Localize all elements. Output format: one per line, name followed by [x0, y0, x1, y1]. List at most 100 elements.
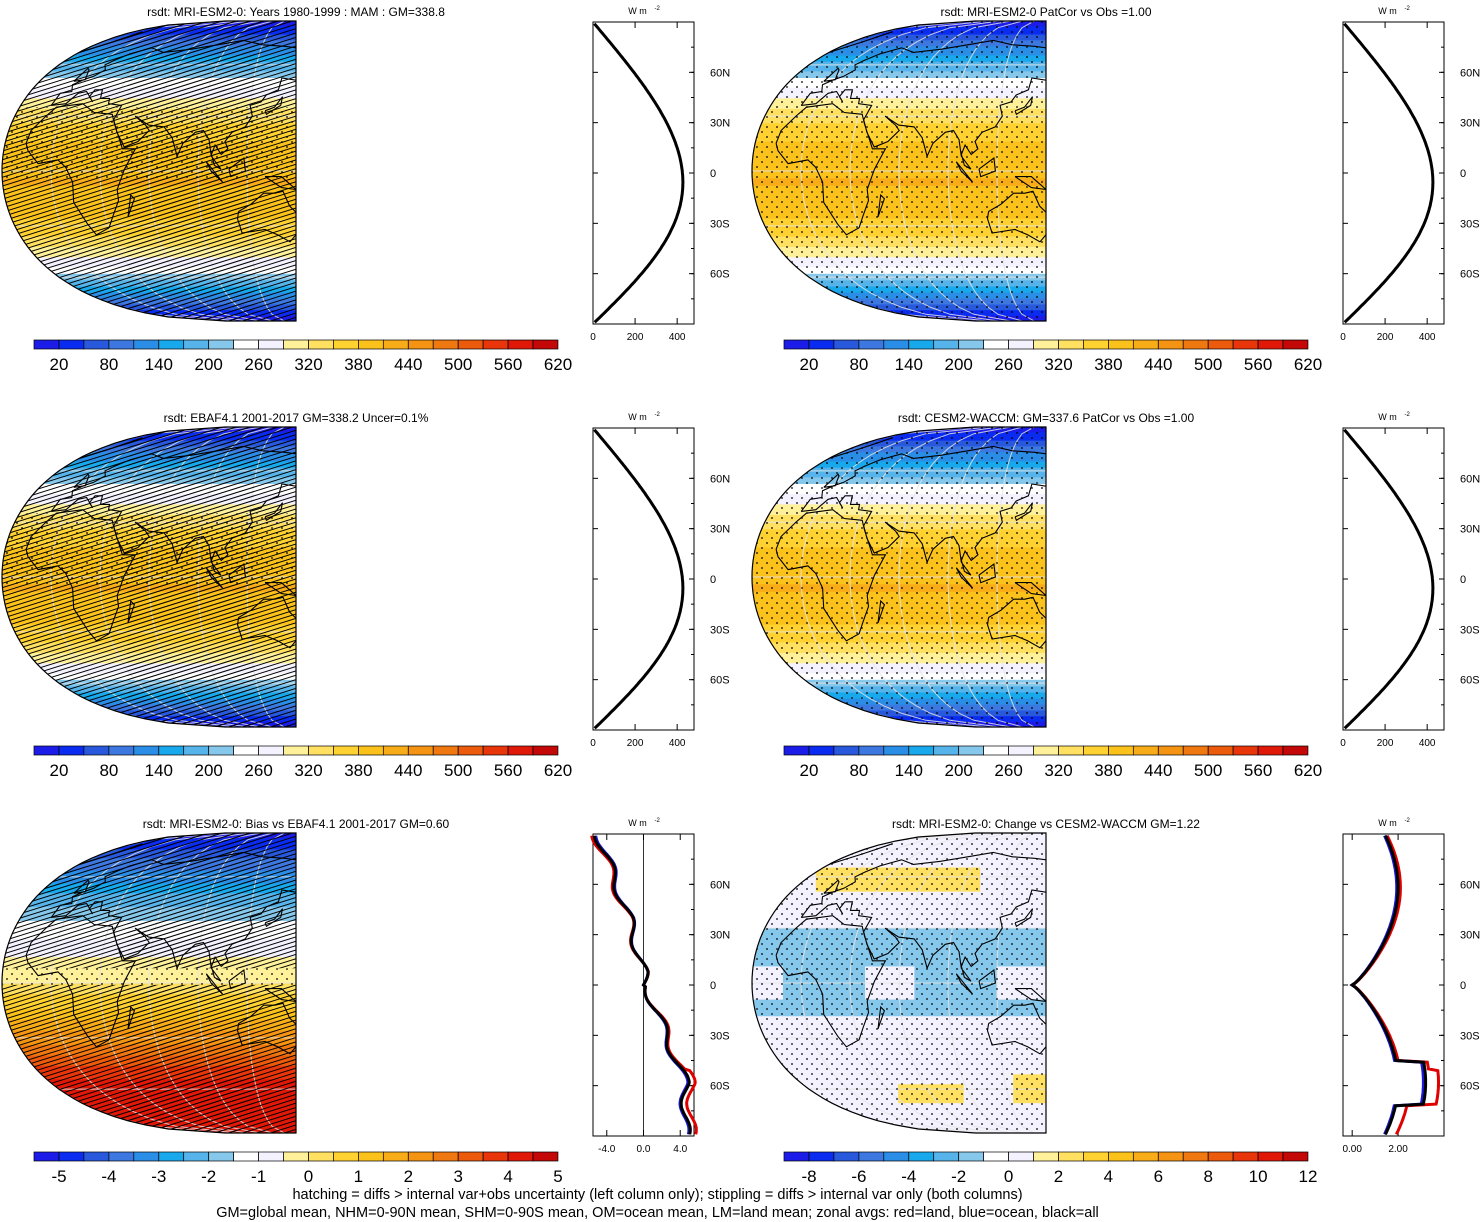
map-cell [1276, 858, 1293, 863]
map-cell [1062, 944, 1079, 950]
map-cell [1145, 845, 1162, 850]
map-cell [1161, 1016, 1178, 1022]
map-cell [1210, 858, 1227, 863]
map-cell [1095, 854, 1112, 859]
map-cell [1326, 877, 1343, 882]
map-cell [1062, 858, 1079, 863]
map-cell [1112, 833, 1129, 838]
map-cell [1095, 1069, 1112, 1075]
map-cell [1194, 1022, 1211, 1028]
map-cell [1194, 966, 1211, 972]
map-cell [1145, 1049, 1162, 1055]
map-cell [1062, 1022, 1079, 1028]
map-band [2, 270, 296, 275]
map-cell [1194, 1112, 1211, 1117]
map-cell [1145, 858, 1162, 863]
map-cell [1128, 1103, 1145, 1108]
x-tick-label: 0.00 [1342, 1144, 1362, 1155]
map-cell [1293, 897, 1310, 903]
map-cell [815, 1120, 833, 1126]
colorbar-label: 380 [344, 355, 372, 374]
map-cell [1326, 1117, 1343, 1122]
map-cell [1079, 1117, 1096, 1122]
colorbar-swatch [1083, 745, 1109, 756]
map-cell [1326, 1043, 1343, 1049]
map-cell [1178, 1103, 1195, 1108]
panel-5: rsdt: MRI-ESM2-0: Bias vs EBAF4.1 2001-2… [1, 817, 730, 1186]
map-cell [1194, 1005, 1211, 1011]
map-cell [1095, 1022, 1112, 1028]
map-band [2, 301, 296, 306]
map-band [2, 670, 296, 674]
map-band [2, 938, 296, 944]
map-cell [1112, 1129, 1129, 1134]
map-band [2, 1005, 296, 1010]
map-cell [1260, 950, 1277, 956]
colorbar: -5 -4 -3 -2 -1 0 1 2 3 4 5 [33, 1151, 563, 1186]
lat-tick-label: 30S [1460, 1030, 1480, 1042]
map-band [2, 1012, 296, 1017]
map-cell [1276, 1000, 1293, 1006]
colorbar-label: -2 [201, 1167, 216, 1186]
colorbar-label: 500 [444, 355, 472, 374]
map-cell [1210, 923, 1227, 929]
colorbar-swatch [308, 745, 334, 756]
map-cell [1112, 917, 1129, 923]
map-cell [1079, 989, 1096, 995]
map-cell [1128, 966, 1145, 972]
map-cell [1227, 1129, 1244, 1134]
map-cell [1161, 928, 1178, 934]
map-band [2, 267, 296, 272]
lat-tick-label: 0 [1460, 980, 1466, 992]
map-band [2, 1113, 296, 1118]
map-band [2, 470, 296, 475]
map-cell [1309, 1099, 1326, 1104]
map-cell [766, 881, 784, 888]
map-cell [1309, 1108, 1326, 1113]
colorbar-label: 260 [994, 761, 1022, 780]
map-band [2, 204, 296, 209]
map-cell [1243, 907, 1260, 913]
map-band [2, 480, 296, 485]
map-cell [1276, 850, 1293, 855]
map-cell [1161, 1064, 1178, 1070]
map-cell [1243, 1027, 1260, 1033]
map-cell [1046, 1054, 1063, 1060]
map-cell [1194, 902, 1211, 908]
map-cell [1178, 882, 1195, 888]
map-cell [1276, 1094, 1293, 1099]
map-cell [1194, 944, 1211, 950]
colorbar-label: 200 [195, 355, 223, 374]
map-cell [1145, 994, 1162, 1000]
map-cell [1293, 1016, 1310, 1022]
map-cell [1145, 1074, 1162, 1080]
map-cell [1046, 934, 1063, 940]
colorbar: 20 80 140 200 260 320 380 440 500 560 620 [783, 745, 1322, 780]
map-cell [1243, 912, 1260, 918]
map-cell [1260, 994, 1277, 1000]
colorbar-label: -5 [51, 1167, 66, 1186]
map-band [2, 873, 296, 878]
map-cell [1326, 1011, 1343, 1017]
map-cell [1046, 939, 1063, 945]
colorbar-swatch [808, 745, 835, 756]
map-cell [1243, 1129, 1260, 1134]
map-cell [1095, 923, 1112, 929]
colorbar-label: 6 [1154, 1167, 1163, 1186]
map-cell [1326, 966, 1343, 972]
map-cell [766, 1089, 784, 1095]
map-cell [1128, 1069, 1145, 1075]
map-cell [799, 867, 817, 873]
map-cell [1178, 897, 1195, 903]
map-band [2, 1059, 296, 1063]
map-cell [1243, 1064, 1260, 1070]
colorbar-label: -3 [151, 1167, 166, 1186]
colorbar-label: 200 [195, 761, 223, 780]
map-cell [1161, 907, 1178, 913]
map-cell [1062, 1129, 1079, 1134]
x-tick-label: 400 [1419, 738, 1436, 749]
map-band [2, 707, 296, 712]
map-cell [1309, 989, 1326, 995]
map-cell [1194, 897, 1211, 903]
map-cell [782, 1116, 800, 1122]
